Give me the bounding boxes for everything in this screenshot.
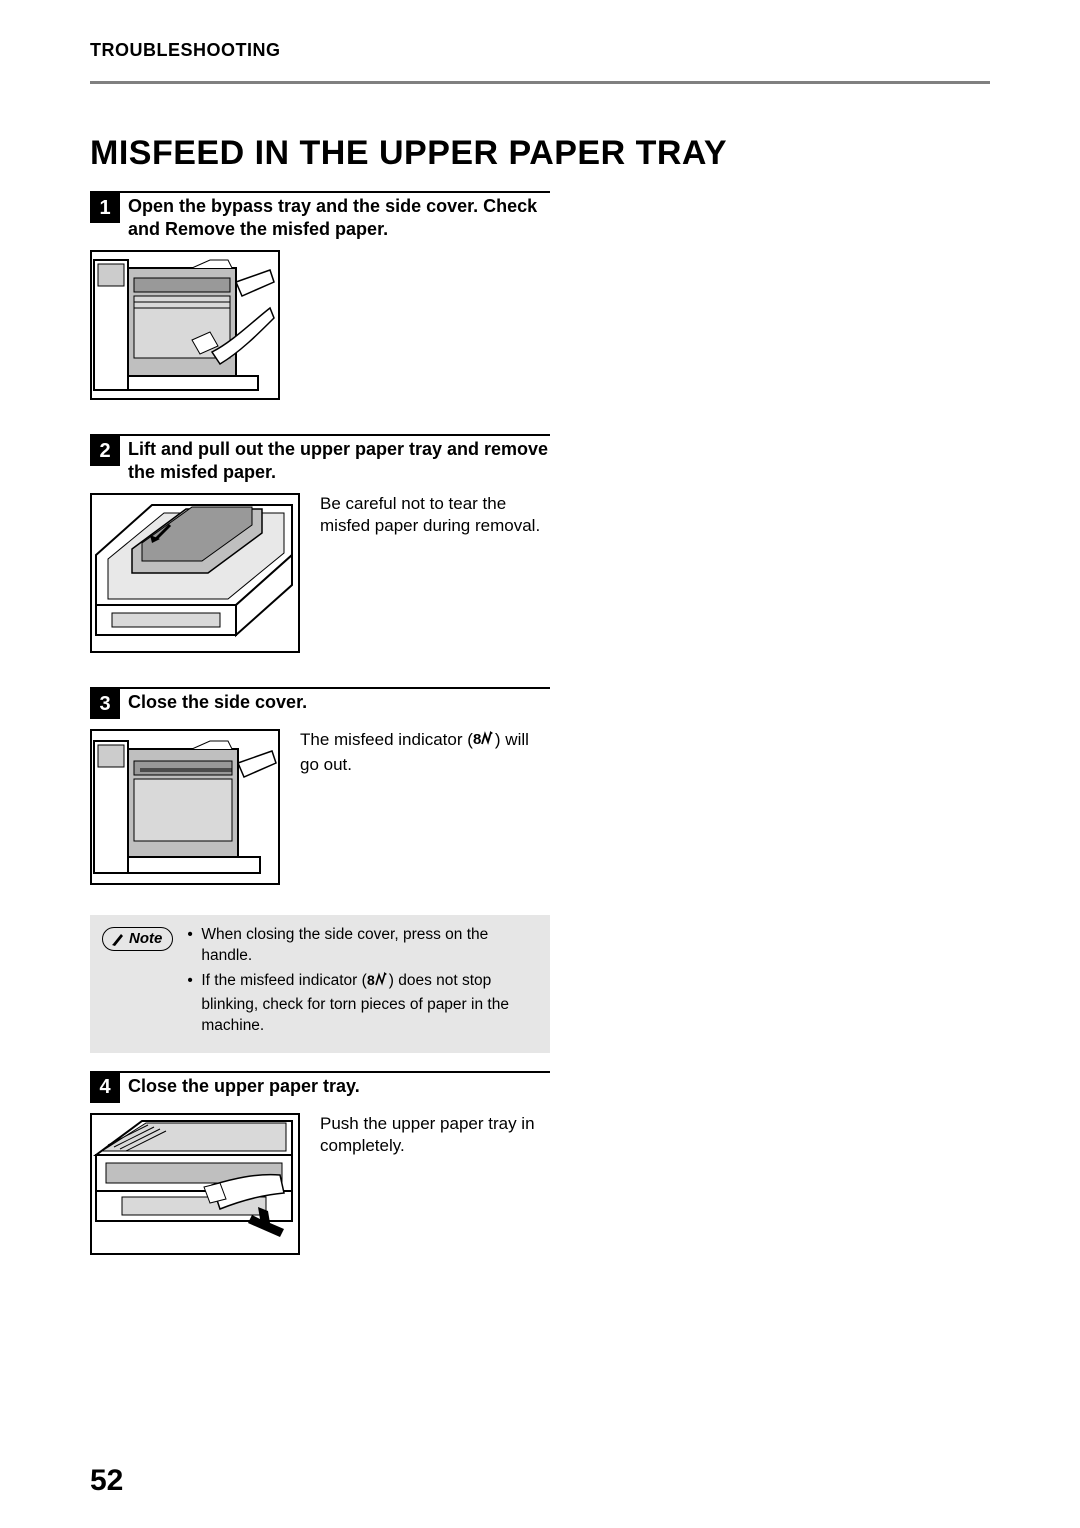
page-number: 52 bbox=[90, 1464, 123, 1498]
step-2: 2 Lift and pull out the upper paper tray… bbox=[90, 434, 550, 653]
header-rule bbox=[90, 81, 990, 84]
step-number: 4 bbox=[90, 1073, 120, 1103]
illustration-close-tray bbox=[90, 1113, 300, 1255]
step-body-text: The misfeed indicator (8) will go out. bbox=[300, 729, 550, 885]
misfeed-icon: 8 bbox=[367, 972, 389, 995]
note-item: When closing the side cover, press on th… bbox=[187, 925, 538, 967]
illustration-open-side-cover bbox=[90, 250, 280, 400]
note-badge: Note bbox=[102, 927, 173, 951]
step-number: 1 bbox=[90, 193, 120, 223]
svg-text:8: 8 bbox=[473, 731, 481, 748]
step-number: 3 bbox=[90, 689, 120, 719]
step-title: Close the side cover. bbox=[128, 689, 307, 714]
illustration-close-side-cover bbox=[90, 729, 280, 885]
step-title: Close the upper paper tray. bbox=[128, 1073, 360, 1098]
step-body-text: Be careful not to tear the misfed paper … bbox=[320, 493, 550, 653]
illustration-pull-tray bbox=[90, 493, 300, 653]
step-4: 4 Close the upper paper tray. bbox=[90, 1071, 550, 1255]
misfeed-icon: 8 bbox=[473, 730, 495, 754]
note-list: When closing the side cover, press on th… bbox=[187, 925, 538, 1041]
page-title: MISFEED IN THE UPPER PAPER TRAY bbox=[90, 134, 990, 173]
step-title: Open the bypass tray and the side cover.… bbox=[128, 193, 550, 240]
step-body-text: Push the upper paper tray in completely. bbox=[320, 1113, 550, 1255]
step-3: 3 Close the side cover. bbox=[90, 687, 550, 885]
note-box: Note When closing the side cover, press … bbox=[90, 915, 550, 1053]
section-header: TROUBLESHOOTING bbox=[90, 40, 990, 61]
step-1: 1 Open the bypass tray and the side cove… bbox=[90, 191, 550, 400]
step-number: 2 bbox=[90, 436, 120, 466]
note-item: If the misfeed indicator (8) does not st… bbox=[187, 971, 538, 1037]
step-title: Lift and pull out the upper paper tray a… bbox=[128, 436, 550, 483]
svg-text:8: 8 bbox=[367, 972, 375, 988]
